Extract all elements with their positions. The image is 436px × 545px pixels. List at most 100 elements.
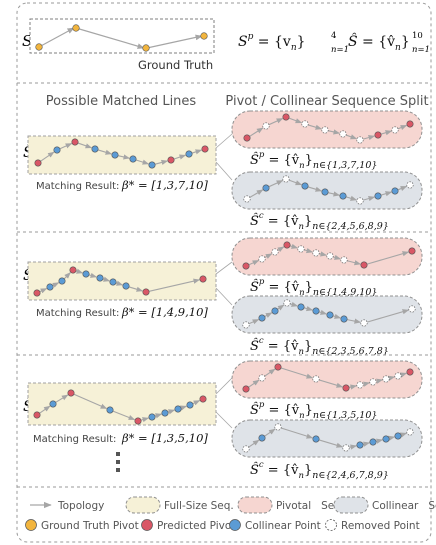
topology-edge: [77, 142, 93, 149]
topology-edge: [366, 251, 410, 265]
removed-point: [360, 319, 368, 327]
matching-label: Matching Result:: [33, 434, 116, 445]
collinear-point: [340, 315, 348, 323]
topology-edge: [380, 130, 393, 136]
topology-edge: [280, 427, 314, 439]
predicted-pivot-point: [67, 389, 75, 397]
header-left: Possible Matched Lines: [46, 94, 197, 109]
split-arrow: [215, 261, 233, 275]
collinear-point: [111, 151, 119, 159]
predicted-pivot-point: [360, 261, 368, 269]
collinear-point: [326, 311, 334, 319]
collinear-point: [312, 307, 320, 315]
ground-truth-box: [29, 18, 215, 54]
split-arrow: [215, 133, 233, 149]
eq-shat-range-top: 10: [412, 31, 423, 41]
predicted-pivot-point: [406, 120, 414, 128]
topology-edge: [289, 301, 299, 307]
topology-edge: [289, 243, 299, 249]
topology-edge: [140, 417, 150, 423]
collinear-point: [148, 161, 156, 169]
collinear-point: [258, 314, 266, 322]
predicted-pivot-point: [199, 275, 207, 283]
topology-edge: [248, 318, 260, 325]
beta-value: β* = [1,3,7,10]: [121, 178, 208, 192]
removed-point: [356, 381, 364, 389]
split-arrow: [215, 377, 233, 395]
removed-point: [312, 249, 320, 257]
topology-edge: [332, 254, 342, 260]
predicted-pivot-point: [134, 417, 142, 425]
legend-topology: Topology: [57, 500, 104, 512]
topology-edge: [128, 286, 144, 292]
collinear-point: [53, 146, 61, 154]
topology-edge: [328, 191, 341, 197]
topology-edge: [268, 180, 284, 188]
predicted-pivot-point: [242, 262, 250, 270]
topology-edge: [248, 379, 260, 388]
node-sequence: [242, 363, 414, 393]
topology-edge: [40, 151, 55, 162]
header-right: Pivot / Collinear Sequence Split: [225, 94, 428, 109]
predicted-pivot-point: [243, 134, 251, 142]
collinear-point: [301, 182, 309, 190]
topology-edge: [97, 149, 113, 155]
collinear-point: [186, 401, 194, 409]
predicted-pivot-point: [167, 156, 175, 164]
removed-point: [243, 195, 251, 203]
node-sequence: [242, 423, 414, 453]
topology-edge: [388, 375, 396, 381]
gt-pivot-point: [142, 44, 150, 52]
beta-value: β* = [1,3,5,10]: [121, 431, 208, 445]
collinear-point: [49, 400, 57, 408]
collinear-point: [356, 441, 364, 449]
eq-sp: Sp = {vn}: [238, 32, 306, 53]
topology-edge: [362, 196, 376, 202]
topology-edge: [249, 189, 264, 198]
pivot-eq: Ŝp = {v̂n}n∈{1,3,7,10}: [250, 150, 377, 171]
collinear-point: [91, 145, 99, 153]
topology-edge: [347, 318, 362, 324]
topology-edge: [52, 282, 60, 288]
removed-point: [369, 378, 377, 386]
collinear-point: [271, 307, 279, 315]
gt-pivot-point: [72, 24, 80, 32]
predicted-pivot-point: [142, 288, 150, 296]
node-sequence: [242, 241, 416, 270]
topology-edge: [318, 379, 344, 388]
eq-sp-range-top: 4: [331, 31, 336, 41]
topology-edge: [362, 135, 376, 141]
predicted-pivot-point: [242, 385, 250, 393]
collinear-point: [321, 188, 329, 196]
removed-point: [391, 126, 399, 134]
topology-edge: [191, 149, 203, 155]
row-1: Ŝ Matching Result: β* = [1,3,7,10] Ŝp = …: [23, 110, 423, 232]
topology-edge: [319, 251, 328, 257]
topology-edge: [277, 246, 285, 253]
collinear-point: [312, 435, 320, 443]
matching-label: Matching Result:: [36, 181, 119, 192]
legend-coll-point: Collinear Point: [245, 520, 321, 532]
topology-edge: [264, 428, 276, 437]
topology-edge: [397, 124, 408, 131]
predicted-pivot-point: [69, 266, 77, 274]
topology-edge: [248, 439, 260, 448]
predicted-pivot-point: [34, 159, 42, 167]
ground-truth-label: Ground Truth: [138, 58, 213, 72]
topology-edge: [39, 405, 51, 414]
topology-edge: [135, 159, 150, 165]
topology-edge: [268, 118, 284, 126]
collinear-point: [339, 192, 347, 200]
topology-edge: [303, 247, 314, 254]
collinear-point: [58, 277, 66, 285]
full-size-swatch-icon: [125, 496, 161, 514]
node-sequence: [33, 389, 207, 425]
predicted-pivot-point: [406, 368, 414, 376]
legend-pivotal: Pivotal Seq.: [276, 500, 344, 512]
predicted-pivot-point: [199, 395, 207, 403]
topology-edge: [349, 444, 358, 450]
topology-edge: [115, 280, 124, 286]
removed-point: [282, 175, 290, 183]
topology-edge: [366, 309, 410, 323]
